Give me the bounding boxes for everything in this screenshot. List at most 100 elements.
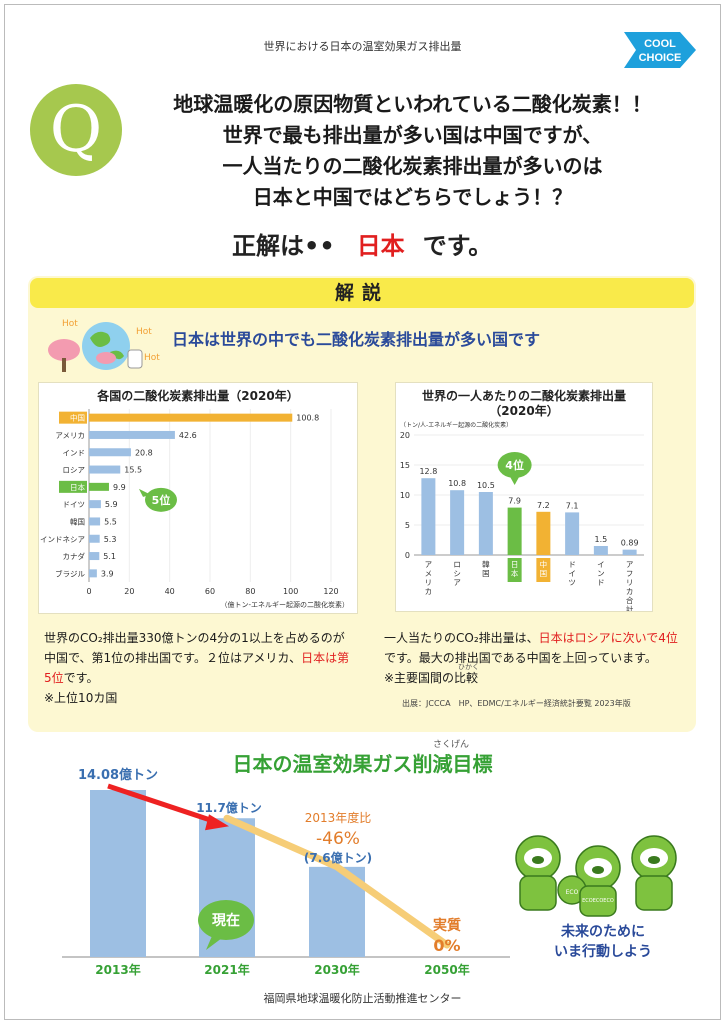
data-label: 5.3 (104, 535, 117, 544)
y-axis-label: （トン/人-エネルギー起源の二酸化炭素） (400, 421, 512, 429)
category-highlight (59, 480, 87, 493)
hot-earth-illustration: Hot Hot Hot (48, 319, 160, 372)
data-label: 5.5 (104, 517, 117, 526)
category-label: 韓国 (70, 516, 85, 526)
data-label: (7.6億トン) (304, 850, 372, 865)
category-highlight (59, 411, 87, 424)
per-capita-emissions-plot: （トン/人-エネルギー起源の二酸化炭素）0510152012.8アメリカ10.8… (400, 421, 644, 611)
category-label-char: 計 (626, 604, 634, 611)
y-tick-label: 20 (400, 431, 410, 440)
data-label: 7.1 (566, 501, 579, 510)
category-label-char: シ (453, 569, 461, 578)
data-label: 100.8 (296, 414, 319, 423)
data-label: 1.5 (595, 535, 608, 544)
slogan: 未来のために いま行動しよう (554, 924, 652, 960)
category-label-char: 日 (511, 560, 519, 569)
bar (89, 482, 109, 491)
trend-line (223, 814, 451, 949)
svg-text:Hot: Hot (62, 319, 78, 329)
question-line-1: 地球温暖化の原因物質といわれている二酸化炭素！！ (173, 92, 652, 116)
bar (593, 546, 608, 555)
per-capita-emissions-chart: 世界の一人あたりの二酸化炭素排出量 （2020年） （トン/人-エネルギー起源の… (395, 382, 653, 612)
answer-value: 日本 (356, 232, 405, 260)
explanation-subtitle: 日本は世界の中でも二酸化炭素排出量が多い国です (172, 330, 541, 349)
category-label-char: 国 (540, 569, 548, 578)
callout-pointer (509, 476, 520, 485)
bar (507, 507, 522, 555)
callout-label: 4位 (505, 458, 524, 472)
question-line-2: 世界で最も排出量が多い国は中国ですが、 (222, 123, 603, 147)
category-label: 2030年 (314, 962, 359, 977)
category-label-char: ア (453, 578, 461, 587)
cool-choice-logo: COOL CHOICE (624, 32, 696, 68)
category-label-char: メ (425, 569, 433, 578)
category-label: ドイツ (63, 500, 86, 509)
bar (89, 569, 97, 578)
bar (89, 413, 293, 422)
category-label: ブラジル (55, 568, 85, 578)
svg-text:Hot: Hot (144, 353, 160, 363)
category-label-char: リ (626, 578, 634, 587)
category-label-char: イ (597, 560, 605, 569)
now-bubble (198, 900, 254, 940)
trend-arrow (107, 783, 218, 825)
target-label: 2013年度比 (305, 810, 372, 825)
data-label: 3.9 (101, 569, 114, 578)
category-label-char: ド (568, 560, 576, 569)
highlight-text: 日本はロシアに次いで4位 (538, 631, 678, 645)
data-label: 7.9 (508, 497, 521, 506)
highlight-text: 日本は第5位 (44, 651, 350, 685)
svg-text:CHOICE: CHOICE (639, 52, 682, 64)
bar (622, 549, 637, 555)
category-label-char: ン (597, 569, 605, 578)
data-label: 42.6 (179, 431, 197, 440)
now-bubble-pointer (206, 936, 222, 950)
x-tick-label: 80 (245, 587, 255, 596)
data-label: 9.9 (113, 483, 126, 492)
category-label-char: カ (425, 587, 433, 596)
y-tick-label: 10 (400, 491, 410, 500)
category-label: 2050年 (424, 962, 469, 977)
chart-title-year: （2020年） (489, 404, 559, 418)
callout-bubble (497, 452, 532, 478)
category-label-char: 合 (626, 595, 634, 605)
category-label: 日本 (70, 482, 85, 492)
x-tick-label: 20 (124, 587, 134, 596)
bar (89, 552, 100, 561)
bar (89, 500, 101, 509)
trend-arrow-head (205, 814, 229, 831)
y-tick-label: 15 (400, 461, 410, 470)
category-label-char: イ (568, 569, 576, 578)
title-ruby: さくげん (433, 740, 470, 750)
category-label-char: 中 (540, 559, 548, 569)
category-highlight (507, 558, 522, 582)
category-label-char: フ (626, 569, 634, 578)
category-label-char: リ (425, 578, 433, 587)
category-highlight (536, 558, 551, 582)
note-ruby: ひかく (458, 663, 479, 671)
page-frame (4, 4, 721, 1020)
reduction-goal-title: 日本の温室効果ガス削減目標 (232, 752, 493, 776)
category-label: 2021年 (204, 962, 249, 977)
question-line-3: 一人当たりの二酸化炭素排出量が多いのは (222, 154, 603, 178)
category-label-char: ツ (568, 578, 576, 587)
category-label: アメリカ (55, 431, 85, 440)
category-label-char: 本 (511, 568, 519, 578)
bar (89, 465, 121, 474)
bar (536, 511, 551, 555)
source-note: 出展：JCCCA HP、EDMC/エネルギー経済統計要覧 2023年版 (402, 699, 631, 708)
answer-prefix: 正解は•• (232, 232, 335, 260)
x-tick-label: 100 (283, 587, 298, 596)
x-tick-label: 60 (205, 587, 215, 596)
mascot-illustration: ECO ECOECOECO (515, 835, 677, 917)
data-label: 5.1 (103, 552, 116, 561)
x-tick-label: 120 (323, 587, 338, 596)
country-emissions-plot: 0 20 40 60 80 100 120 中国 100.8 アメリカ 42.6 インド 20.8 ロシア… (40, 409, 349, 609)
bar (89, 430, 175, 439)
category-label-char: ロ (453, 560, 461, 569)
data-label: 10.8 (448, 479, 466, 488)
answer-line: 正解は•• 日本 です。 (232, 226, 492, 261)
right-explanation-text: 一人当たりのCO₂排出量は、日本はロシアに次いで4位です。最大の排出国である中国… (384, 631, 678, 685)
chart-title: 各国の二酸化炭素排出量（2020年） (97, 389, 299, 403)
